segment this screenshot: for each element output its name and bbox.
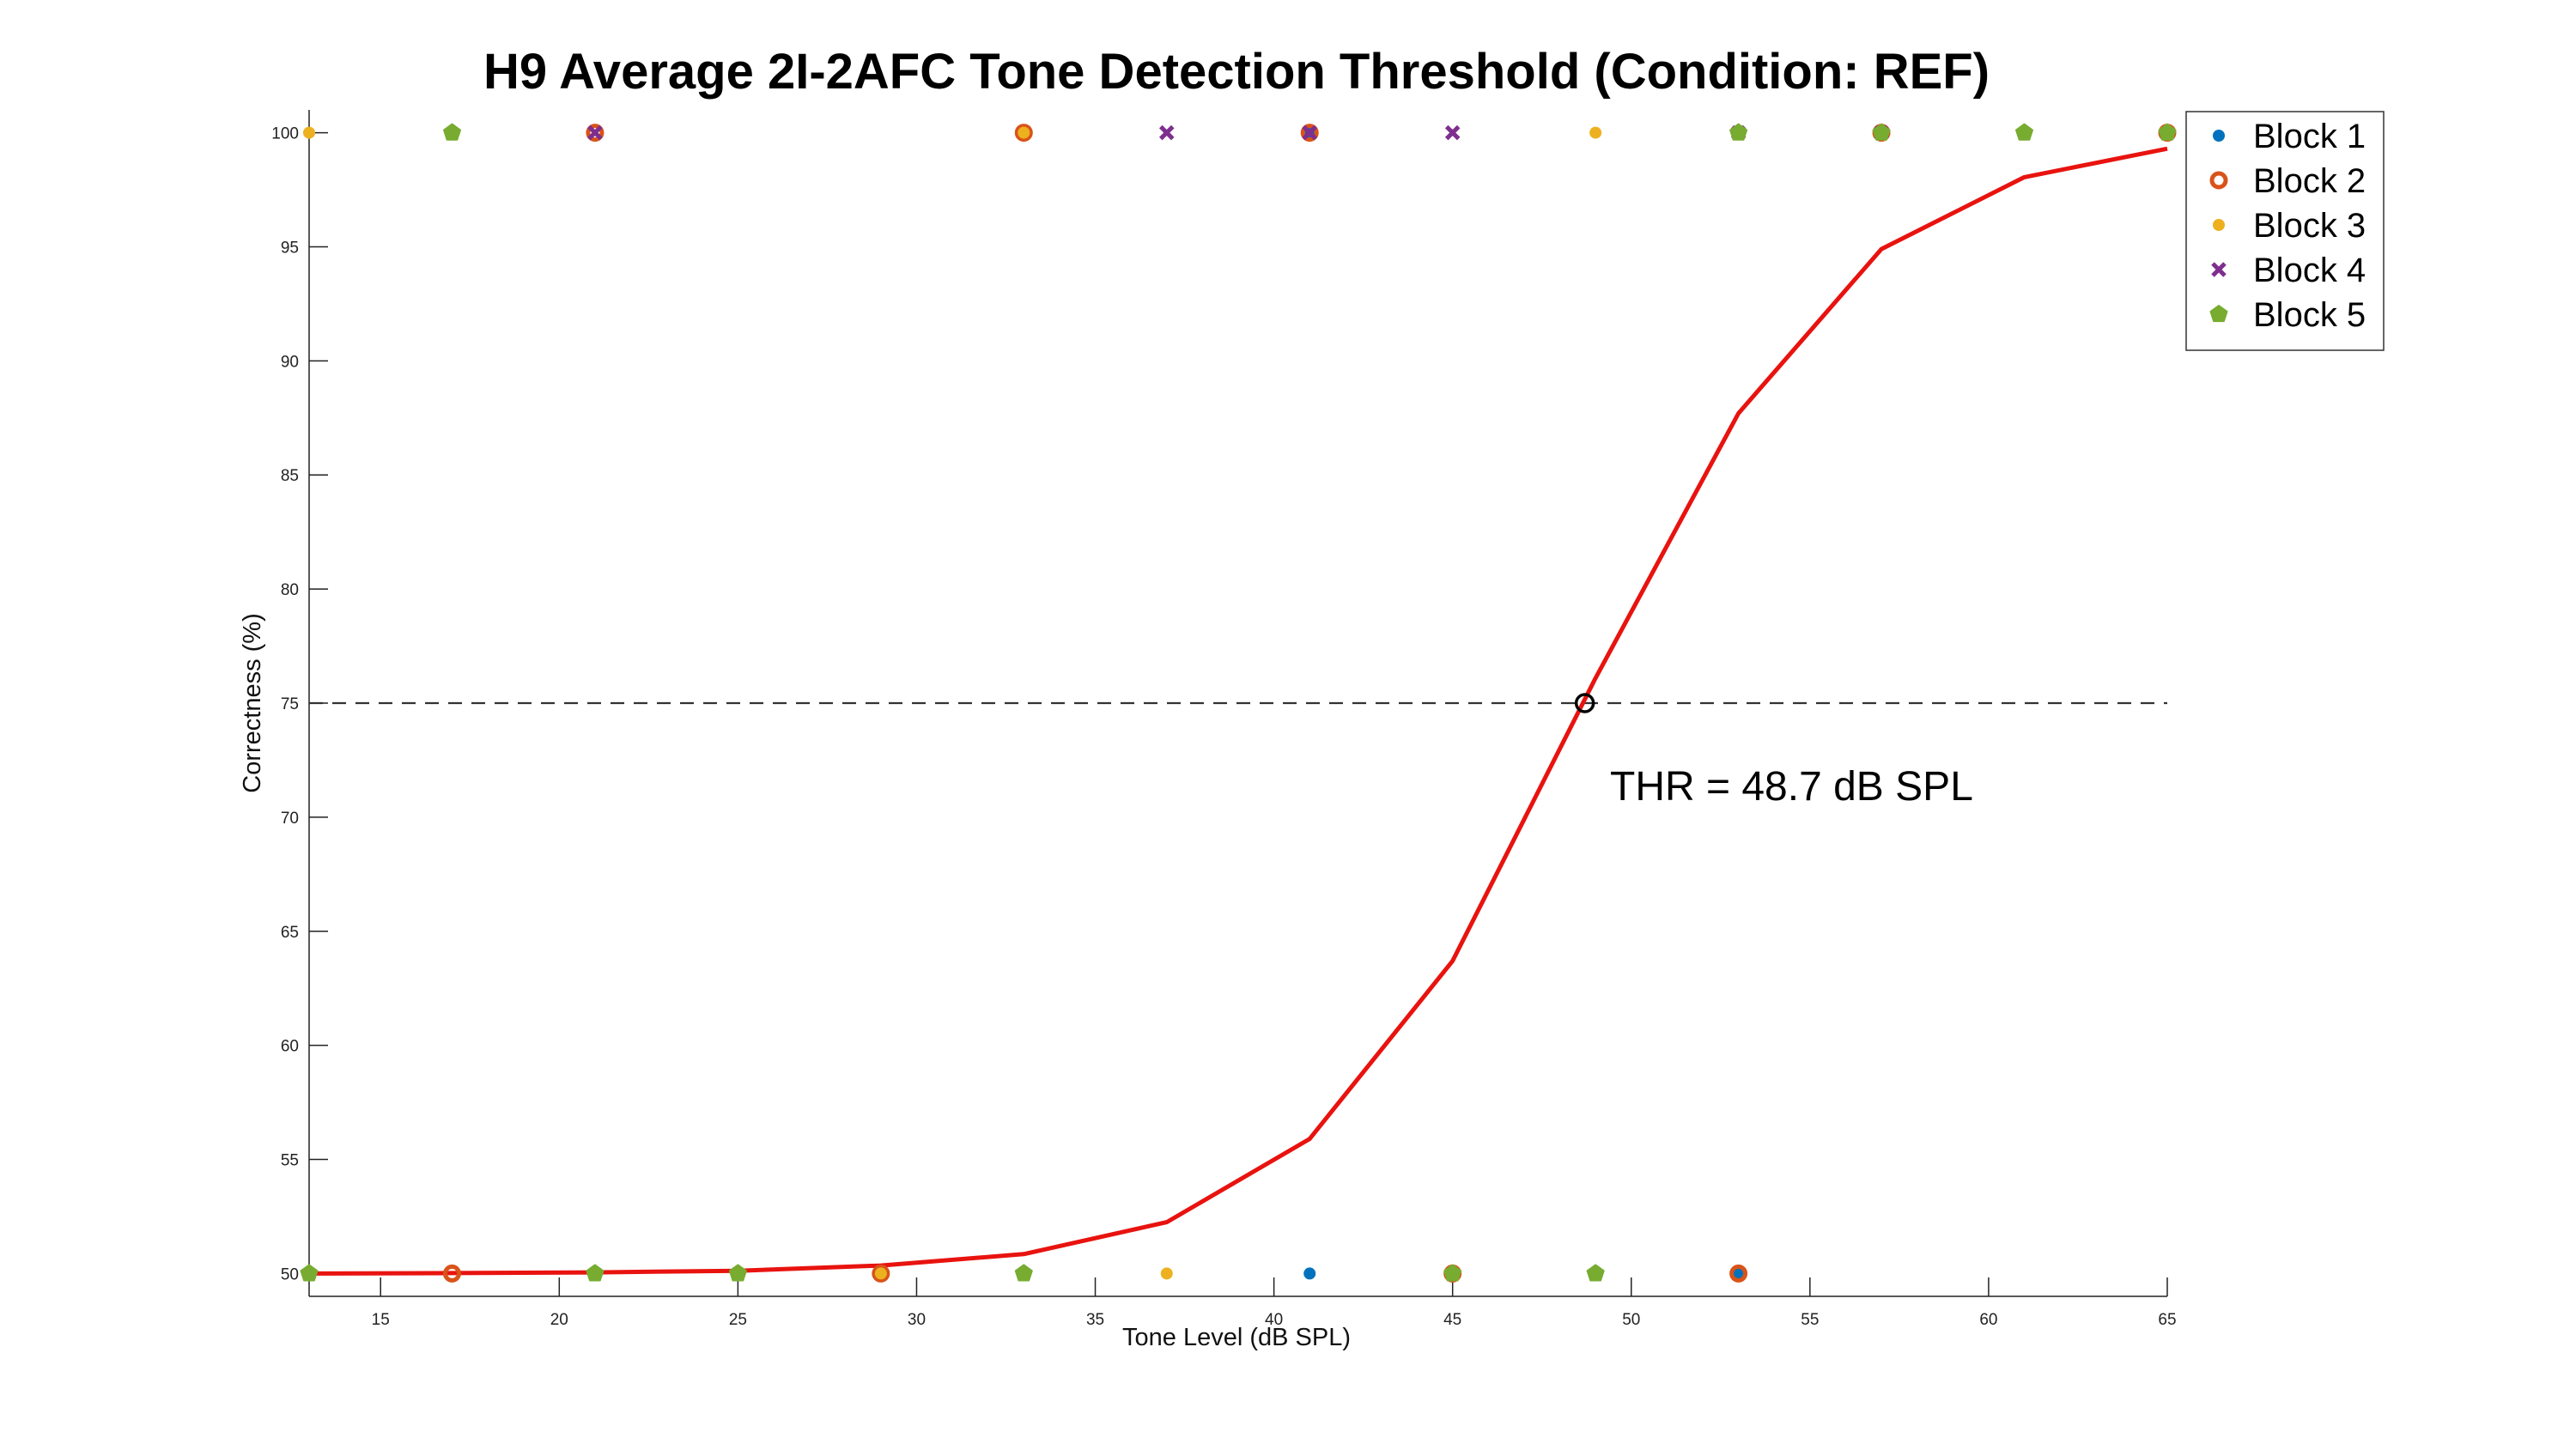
y-tick-label: 60 (281, 1038, 299, 1056)
data-point-block-2 (1729, 1264, 1748, 1283)
legend-label: Block 5 (2253, 296, 2366, 334)
y-tick-label: 65 (281, 924, 299, 942)
legend-marker-block-4 (2211, 262, 2227, 277)
chart-title: H9 Average 2I-2AFC Tone Detection Thresh… (483, 44, 1990, 100)
fit-curve (308, 146, 2168, 1276)
y-tick-label: 50 (281, 1265, 299, 1283)
y-tick-label: 80 (281, 581, 299, 599)
x-tick-label: 50 (1622, 1311, 1640, 1329)
data-point-block-5 (1586, 1264, 1605, 1282)
fit-curve-layer (308, 146, 2168, 1276)
x-tick-label: 15 (372, 1311, 390, 1329)
legend-marker-block-3 (2213, 219, 2225, 231)
data-point-block-1 (1303, 1267, 1316, 1280)
x-tick-label: 65 (2158, 1311, 2176, 1329)
data-point-block-4 (1302, 124, 1317, 141)
x-tick-label: 30 (908, 1311, 926, 1329)
legend-label: Block 3 (2253, 207, 2366, 245)
data-point-block-4 (1159, 124, 1175, 141)
data-point-block-3 (1018, 126, 1030, 139)
data-point-block-2 (872, 1264, 890, 1283)
data-point-block-2 (1300, 124, 1319, 143)
x-tick-label: 60 (1979, 1311, 1997, 1329)
data-point-block-5 (300, 1264, 319, 1282)
data-point-block-4 (1444, 124, 1461, 141)
legend-marker-block-2 (2209, 171, 2228, 190)
data-points-layer (300, 123, 2177, 1283)
data-point-block-5 (1872, 123, 1891, 141)
y-axis-label: Correctness (%) (239, 613, 266, 793)
data-point-block-5 (2158, 123, 2177, 141)
y-tick-label: 90 (281, 353, 299, 371)
data-point-block-2 (1014, 124, 1033, 143)
data-point-block-5 (443, 123, 461, 141)
x-tick-label: 45 (1443, 1311, 1461, 1329)
data-point-block-1 (1732, 1267, 1745, 1280)
y-tick-label: 75 (281, 695, 299, 713)
x-tick-label: 35 (1086, 1311, 1104, 1329)
y-tick-label: 100 (271, 125, 299, 143)
axes: 15 20 25 30 35 40 45 50 55 60 65 50 55 60 65 70 75 80 85 90… (271, 110, 2177, 1329)
legend: Block 1 Block 2 Block 3 Block 4 Block 5 (2185, 111, 2385, 351)
legend-label: Block 4 (2253, 252, 2366, 289)
data-point-block-4 (587, 124, 603, 141)
threshold-marker (1574, 693, 1595, 713)
legend-marker-block-1 (2213, 130, 2225, 142)
data-point-block-5 (1729, 123, 1748, 141)
y-tick-label: 95 (281, 239, 299, 257)
data-point-block-3 (303, 126, 315, 139)
y-tick-label: 70 (281, 810, 299, 828)
x-tick-label: 20 (550, 1311, 568, 1329)
legend-label: Block 2 (2253, 162, 2366, 200)
data-point-block-5 (1443, 1264, 1462, 1282)
data-point-block-2 (586, 124, 605, 143)
y-tick-label: 85 (281, 467, 299, 485)
x-tick-label: 40 (1265, 1311, 1283, 1329)
threshold-layer (1574, 693, 1595, 713)
y-tick-label: 55 (281, 1152, 299, 1170)
data-point-block-2 (442, 1264, 461, 1283)
legend-marker-block-5 (2209, 305, 2228, 323)
data-point-block-3 (1160, 1267, 1173, 1280)
threshold-label: THR = 48.7 dB SPL (1610, 764, 1973, 810)
data-point-block-5 (2015, 123, 2033, 141)
x-axis-label: Tone Level (dB SPL) (1122, 1324, 1351, 1351)
legend-label: Block 1 (2253, 118, 2366, 155)
data-point-block-5 (1014, 1264, 1033, 1282)
data-point-block-5 (586, 1264, 605, 1282)
x-tick-label: 55 (1801, 1311, 1819, 1329)
data-point-block-5 (728, 1264, 747, 1282)
x-tick-label: 25 (729, 1311, 747, 1329)
data-point-block-3 (874, 1267, 887, 1280)
data-point-block-3 (1589, 126, 1602, 139)
